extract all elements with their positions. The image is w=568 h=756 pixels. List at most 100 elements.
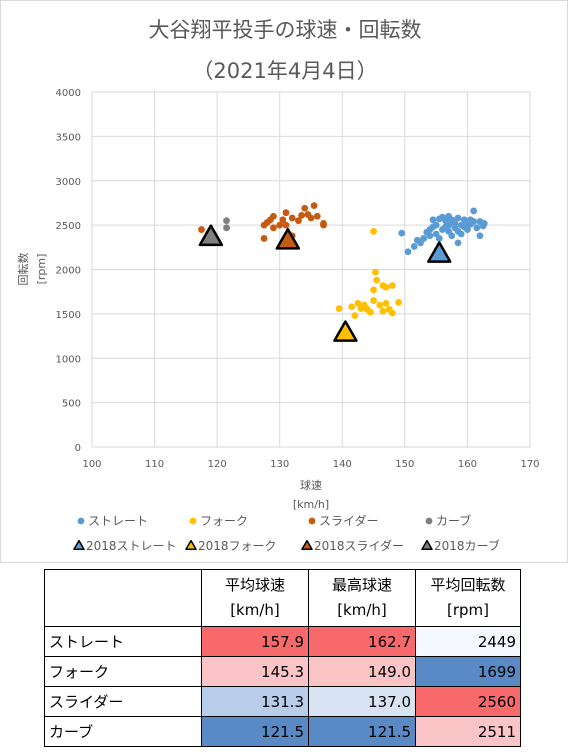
legend-marker	[301, 539, 313, 551]
max-speed-cell: 149.0	[308, 656, 416, 687]
x-tick-label: 120	[208, 459, 227, 470]
legend-label: 2018カーブ	[434, 538, 500, 553]
data-point	[298, 211, 306, 219]
data-point	[420, 235, 428, 242]
data-point	[260, 235, 268, 242]
y-tick-label: 1500	[56, 310, 81, 321]
x-axis-label: 球速	[300, 478, 322, 492]
data-point-2018	[275, 227, 301, 250]
data-point	[373, 276, 381, 284]
row-name: ストレート	[44, 626, 202, 657]
avg-speed-cell: 145.3	[201, 656, 309, 687]
legend-marker	[425, 517, 433, 525]
y-tick-label: 500	[62, 399, 81, 410]
data-point	[276, 221, 284, 229]
avg-spin-cell: 1699	[415, 656, 521, 687]
max-speed-cell: 121.5	[308, 716, 416, 747]
legend-label: 2018ストレート	[86, 539, 177, 553]
header-unit: [km/h]	[337, 601, 387, 619]
row-name: カーブ	[44, 716, 202, 747]
grid-lines	[91, 91, 531, 448]
data-point-2018	[198, 224, 224, 247]
legend-label: フォーク	[200, 514, 248, 528]
legend-marker	[421, 539, 433, 551]
data-point	[454, 239, 462, 247]
avg-spin-cell: 2560	[415, 686, 521, 717]
table-row: スライダー 131.3 137.0 2560	[44, 686, 521, 717]
y-tick-label: 1000	[56, 354, 81, 365]
data-point	[382, 299, 390, 307]
legend-label: 2018スライダー	[314, 538, 404, 553]
table-row: ストレート 157.9 162.7 2449	[44, 626, 521, 657]
table-header-row: 平均球速 [km/h] 最高球速 [km/h] 平均回転数 [rpm]	[44, 569, 521, 627]
data-point	[379, 307, 387, 315]
header-label: 平均回転数	[430, 576, 506, 594]
header-unit: [km/h]	[230, 601, 280, 619]
chart-title: 大谷翔平投手の球速・回転数	[149, 18, 422, 42]
data-point	[480, 219, 488, 227]
avg-spin-cell: 2449	[415, 626, 521, 657]
y-tick-label: 0	[75, 443, 81, 454]
header-label: 最高球速	[331, 576, 392, 594]
x-tick-label: 100	[82, 459, 101, 470]
data-point	[388, 309, 396, 317]
header-label: 平均球速	[224, 576, 285, 594]
y-tick-label: 3500	[56, 132, 81, 143]
data-point	[282, 221, 290, 229]
data-point	[457, 230, 465, 238]
data-point	[223, 217, 230, 225]
y-tick-label: 4000	[56, 88, 81, 99]
data-point	[313, 212, 321, 220]
x-tick-label: 170	[520, 459, 539, 470]
max-speed-cell: 162.7	[308, 626, 416, 657]
row-name: スライダー	[44, 686, 202, 717]
data-point-2018	[333, 320, 358, 342]
data-point	[432, 221, 440, 229]
data-point	[382, 283, 390, 291]
x-tick-label: 130	[270, 459, 289, 470]
data-point	[351, 312, 359, 320]
data-point	[435, 235, 443, 242]
data-point	[473, 224, 481, 232]
legend-label: 2018フォーク	[198, 539, 277, 553]
legend-label: カーブ	[436, 513, 471, 528]
data-point-2018	[427, 241, 452, 263]
data-point	[354, 299, 362, 307]
data-point	[307, 214, 315, 222]
data-point	[370, 227, 377, 235]
data-point	[476, 232, 484, 240]
data-point	[370, 286, 377, 294]
table-header-cell: 平均回転数 [rpm]	[415, 569, 521, 627]
data-point	[282, 209, 290, 217]
header-unit: [rpm]	[446, 601, 489, 619]
y-axis-unit: [rpm]	[35, 254, 48, 285]
y-tick-label: 3000	[56, 177, 81, 188]
data-point	[445, 221, 453, 229]
x-tick-label: 160	[458, 459, 477, 470]
data-point	[398, 229, 406, 237]
data-point	[372, 268, 379, 276]
data-point	[426, 232, 434, 240]
chart-area: 大谷翔平投手の球速・回転数 （2021年4月4日） 0 500 1000 1500 20…	[0, 0, 568, 563]
data-point	[335, 305, 343, 312]
table-header-cell: 平均球速 [km/h]	[201, 569, 309, 627]
x-tick-label: 150	[395, 459, 414, 470]
scatter-chart: 大谷翔平投手の球速・回転数 （2021年4月4日） 0 500 1000 1500 20…	[17, 18, 540, 553]
data-point	[270, 224, 277, 232]
data-point	[367, 308, 374, 316]
legend-marker	[189, 517, 197, 525]
y-axis-label: 回転数	[17, 253, 30, 286]
avg-speed-cell: 121.5	[201, 716, 309, 747]
data-point	[320, 221, 327, 229]
legend-marker	[308, 517, 316, 525]
stats-table: 平均球速 [km/h] 最高球速 [km/h] 平均回転数 [rpm] ストレー…	[44, 569, 521, 747]
data-point	[470, 218, 478, 225]
data-point	[301, 204, 309, 212]
data-point	[198, 226, 205, 233]
data-point	[376, 301, 384, 309]
data-point	[370, 297, 377, 304]
data-point	[348, 303, 356, 311]
legend-marker	[185, 539, 197, 551]
data-point	[288, 214, 296, 222]
avg-speed-cell: 131.3	[201, 686, 309, 717]
